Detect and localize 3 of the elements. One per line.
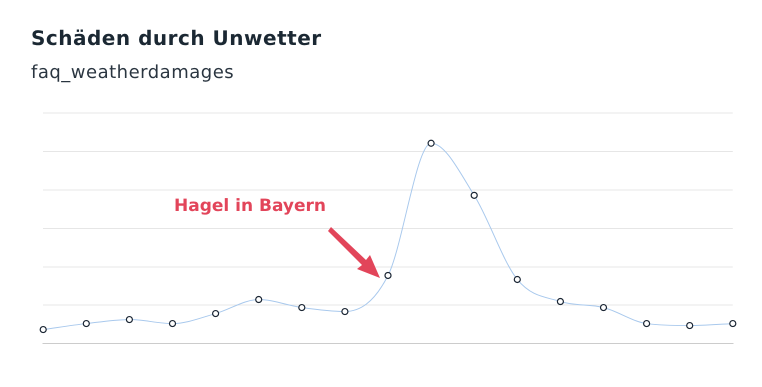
chart-subtitle: faq_weatherdamages [31,62,234,83]
chart-title: Schäden durch Unwetter [31,26,322,50]
annotation: Hagel in Bayern [174,196,326,216]
